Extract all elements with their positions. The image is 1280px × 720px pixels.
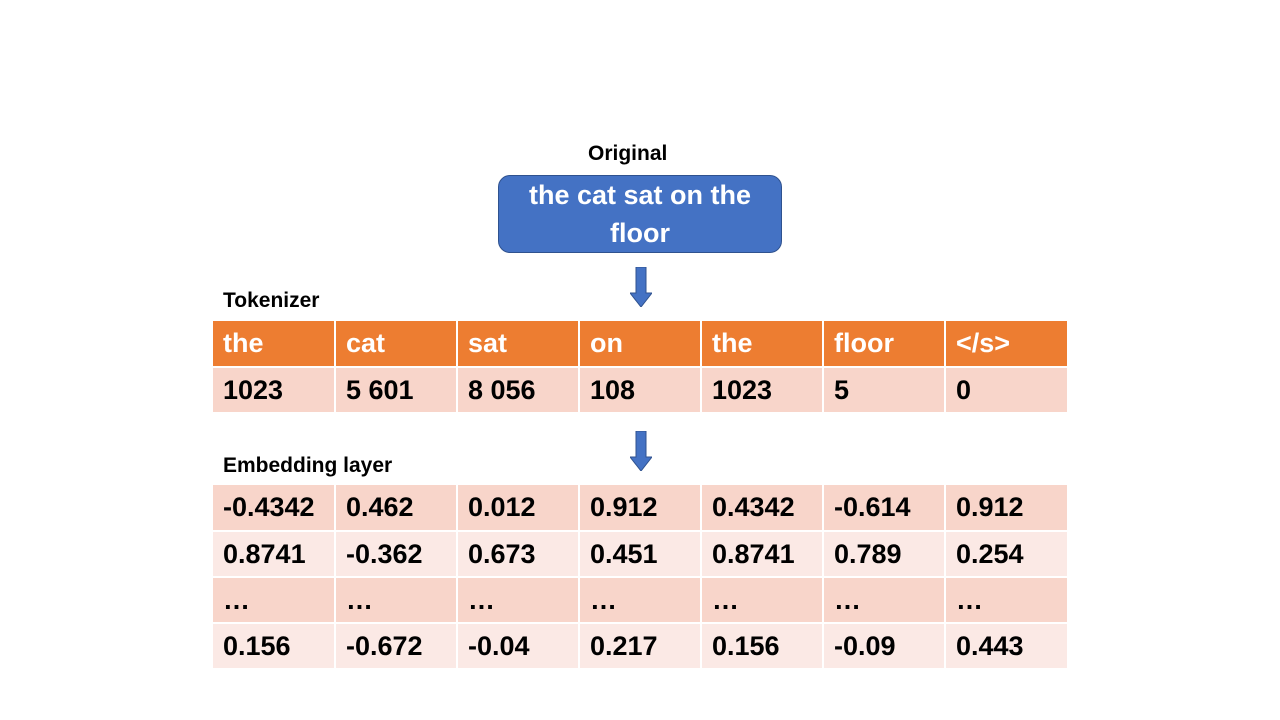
token-row: the cat sat on the floor </s>: [213, 321, 1067, 368]
token-id-cell: 5: [823, 367, 946, 414]
embedding-cell: 0.789: [823, 531, 946, 578]
original-label: Original: [588, 142, 668, 165]
embedding-cell: 0.254: [945, 531, 1067, 578]
token-id-cell: 1023: [213, 367, 336, 414]
token-cell: the: [701, 321, 824, 368]
embedding-cell: -0.672: [335, 623, 458, 670]
embedding-table: -0.4342 0.462 0.012 0.912 0.4342 -0.614 …: [213, 485, 1067, 670]
token-cell: the: [213, 321, 336, 368]
embedding-cell: 0.8741: [701, 531, 824, 578]
embedding-cell: 0.443: [945, 623, 1067, 670]
token-id-cell: 5 601: [335, 367, 458, 414]
embedding-cell: -0.362: [335, 531, 458, 578]
embedding-row: -0.4342 0.462 0.012 0.912 0.4342 -0.614 …: [213, 485, 1067, 532]
embedding-cell: 0.673: [457, 531, 580, 578]
down-arrow-icon: [630, 267, 652, 307]
embedding-cell: …: [945, 577, 1067, 624]
embedding-cell: 0.451: [579, 531, 702, 578]
token-cell: floor: [823, 321, 946, 368]
embedding-label: Embedding layer: [223, 454, 393, 477]
token-cell: on: [579, 321, 702, 368]
embedding-cell: …: [579, 577, 702, 624]
embedding-cell: 0.462: [335, 485, 458, 532]
original-sentence-box: the cat sat on the floor: [498, 175, 782, 253]
token-cell: sat: [457, 321, 580, 368]
embedding-cell: 0.012: [457, 485, 580, 532]
embedding-cell: …: [457, 577, 580, 624]
embedding-cell: …: [213, 577, 336, 624]
original-sentence-text: the cat sat on the floor: [528, 180, 752, 248]
embedding-cell: -0.09: [823, 623, 946, 670]
token-id-cell: 1023: [701, 367, 824, 414]
tokenizer-label: Tokenizer: [223, 289, 320, 312]
embedding-cell: -0.04: [457, 623, 580, 670]
token-id-cell: 8 056: [457, 367, 580, 414]
token-table: the cat sat on the floor </s> 1023 5 601…: [213, 321, 1067, 414]
embedding-cell: 0.912: [579, 485, 702, 532]
embedding-cell: 0.912: [945, 485, 1067, 532]
down-arrow-icon: [630, 431, 652, 471]
embedding-cell: 0.156: [213, 623, 336, 670]
token-cell: </s>: [945, 321, 1067, 368]
embedding-cell: 0.8741: [213, 531, 336, 578]
token-id-cell: 108: [579, 367, 702, 414]
embedding-cell: …: [823, 577, 946, 624]
token-cell: cat: [335, 321, 458, 368]
embedding-row: 0.8741 -0.362 0.673 0.451 0.8741 0.789 0…: [213, 531, 1067, 578]
embedding-cell: 0.156: [701, 623, 824, 670]
embedding-cell: 0.217: [579, 623, 702, 670]
embedding-cell: -0.614: [823, 485, 946, 532]
embedding-cell: 0.4342: [701, 485, 824, 532]
token-id-row: 1023 5 601 8 056 108 1023 5 0: [213, 367, 1067, 414]
embedding-cell: …: [701, 577, 824, 624]
embedding-row: … … … … … … …: [213, 577, 1067, 624]
embedding-row: 0.156 -0.672 -0.04 0.217 0.156 -0.09 0.4…: [213, 623, 1067, 670]
token-id-cell: 0: [945, 367, 1067, 414]
embedding-cell: …: [335, 577, 458, 624]
embedding-cell: -0.4342: [213, 485, 336, 532]
